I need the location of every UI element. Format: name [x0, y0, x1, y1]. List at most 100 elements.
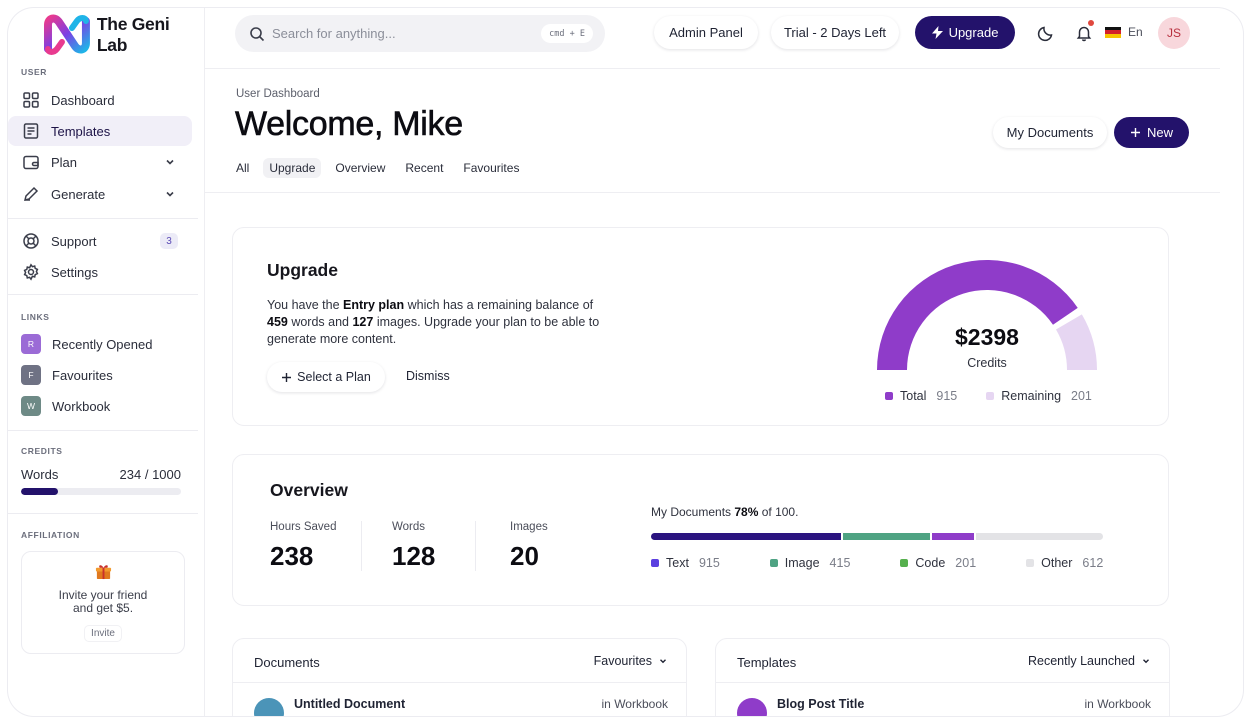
template-avatar — [737, 698, 767, 716]
document-avatar — [254, 698, 284, 716]
link-avatar: F — [21, 365, 41, 385]
credits-progress-fill — [21, 488, 59, 495]
link-workbook[interactable]: W Workbook — [21, 396, 110, 416]
sidebar-item-templates[interactable]: Templates — [8, 116, 192, 146]
header-divider — [205, 192, 1220, 193]
credits-progress-bar — [21, 488, 181, 495]
text: images. Upgrade your plan to be able to … — [267, 315, 600, 346]
document-location: in Workbook — [601, 697, 668, 711]
gauge-arc-total — [877, 260, 1078, 370]
search-shortcut: cmd + E — [541, 24, 593, 43]
search-placeholder: Search for anything... — [272, 26, 396, 41]
sidebar-divider — [8, 218, 198, 219]
images-remaining: 127 — [352, 315, 374, 329]
overview-card: Overview Hours Saved 238 Words 128 Image… — [232, 454, 1169, 606]
search-icon — [250, 26, 265, 41]
sidebar-divider — [8, 294, 198, 295]
stat-divider — [475, 521, 476, 571]
language-selector[interactable]: En — [1105, 25, 1143, 39]
section-label-affiliation: AFFILIATION — [21, 530, 80, 540]
documents-filter-dropdown[interactable]: Favourites — [594, 654, 668, 668]
logo[interactable]: The Geni Lab — [40, 13, 204, 57]
link-favourites[interactable]: F Favourites — [21, 365, 113, 385]
stat-value: 238 — [270, 541, 314, 571]
new-button[interactable]: New — [1114, 117, 1189, 148]
stat-words: Words 128 — [392, 521, 435, 572]
segment-other — [975, 533, 1103, 540]
template-icon — [22, 122, 40, 140]
legend-item-text: Text 915 — [651, 556, 720, 570]
legend-label: Total — [900, 389, 927, 403]
dismiss-button[interactable]: Dismiss — [406, 369, 450, 383]
chevron-down-icon[interactable] — [164, 156, 176, 168]
words-remaining: 459 — [267, 315, 288, 329]
breadcrumb[interactable]: User Dashboard — [236, 88, 320, 100]
tab-all[interactable]: All — [236, 161, 250, 175]
gauge-label: Credits — [967, 356, 1007, 370]
tab-upgrade[interactable]: Upgrade — [263, 158, 322, 178]
logo-mark-icon — [43, 14, 90, 55]
trial-button[interactable]: Trial - 2 Days Left — [771, 16, 899, 49]
tab-favourites[interactable]: Favourites — [463, 161, 520, 175]
legend-swatch — [885, 392, 893, 400]
documents-title: Documents — [254, 655, 320, 670]
grid-icon — [22, 91, 40, 109]
text: words and — [287, 315, 353, 329]
tab-overview[interactable]: Overview — [335, 161, 386, 175]
documents-card: Documents Favourites Untitled Document i… — [232, 638, 687, 716]
sidebar-item-generate[interactable]: Generate — [8, 179, 192, 209]
stat-value: 128 — [392, 541, 436, 571]
my-documents-button[interactable]: My Documents — [993, 117, 1107, 148]
chevron-down-icon — [660, 659, 666, 664]
sidebar-item-settings[interactable]: Settings — [8, 257, 192, 287]
search-input[interactable]: Search for anything... cmd + E — [235, 15, 605, 52]
legend-swatch — [900, 559, 909, 567]
lifebuoy-icon — [22, 232, 40, 250]
affiliation-text-line: Invite your friend — [58, 588, 148, 602]
legend-swatch — [1026, 559, 1035, 567]
legend-item-other: Other 612 — [1026, 556, 1103, 570]
stat-label: Hours Saved — [270, 521, 337, 533]
templates-filter-dropdown[interactable]: Recently Launched — [1028, 654, 1151, 668]
link-label: Workbook — [52, 398, 111, 414]
sidebar-item-plan[interactable]: Plan — [8, 147, 192, 177]
bell-icon[interactable] — [1075, 24, 1093, 42]
upgrade-button[interactable]: Upgrade — [915, 16, 1015, 49]
link-label: Favourites — [52, 367, 113, 383]
text: of 100. — [758, 505, 799, 519]
link-recently-opened[interactable]: R Recently Opened — [21, 334, 152, 354]
tab-recent[interactable]: Recent — [405, 161, 444, 175]
sidebar-item-support[interactable]: Support 3 — [8, 226, 192, 256]
wallet-icon — [22, 153, 40, 171]
gift-icon — [95, 565, 111, 580]
section-label-links: LINKS — [21, 312, 50, 322]
stat-label: Words — [392, 521, 426, 533]
plan-name: Entry plan — [343, 298, 405, 312]
overview-title: Overview — [270, 480, 348, 500]
sidebar-divider — [8, 513, 198, 514]
sidebar-item-dashboard[interactable]: Dashboard — [8, 85, 192, 115]
document-title[interactable]: Untitled Document — [294, 697, 406, 711]
segment-image — [843, 533, 930, 540]
section-label-user: USER — [21, 67, 48, 77]
select-plan-button[interactable]: Select a Plan — [267, 362, 385, 392]
app-name: The Geni Lab — [96, 14, 170, 55]
templates-card: Templates Recently Launched Blog Post Ti… — [715, 638, 1170, 716]
sidebar: The Geni Lab USER Dashboard Templates Pl… — [8, 8, 205, 716]
sidebar-item-label: Generate — [51, 186, 106, 202]
upgrade-description: You have the Entry plan which has a rema… — [267, 297, 619, 348]
moon-icon[interactable] — [1037, 24, 1055, 42]
filter-label: Recently Launched — [1027, 654, 1135, 668]
template-title[interactable]: Blog Post Title — [777, 697, 865, 711]
chevron-down-icon — [1143, 659, 1149, 664]
invite-button[interactable]: Invite — [84, 625, 122, 642]
admin-panel-button[interactable]: Admin Panel — [654, 16, 758, 49]
user-avatar[interactable]: JS — [1158, 17, 1190, 49]
template-location: in Workbook — [1084, 697, 1151, 711]
lightning-icon — [931, 26, 943, 39]
legend-swatch — [986, 392, 995, 400]
select-plan-label: Select a Plan — [297, 370, 371, 384]
chevron-down-icon[interactable] — [164, 188, 176, 200]
gauge-arc-remaining — [1055, 314, 1097, 370]
gear-icon — [22, 263, 40, 281]
